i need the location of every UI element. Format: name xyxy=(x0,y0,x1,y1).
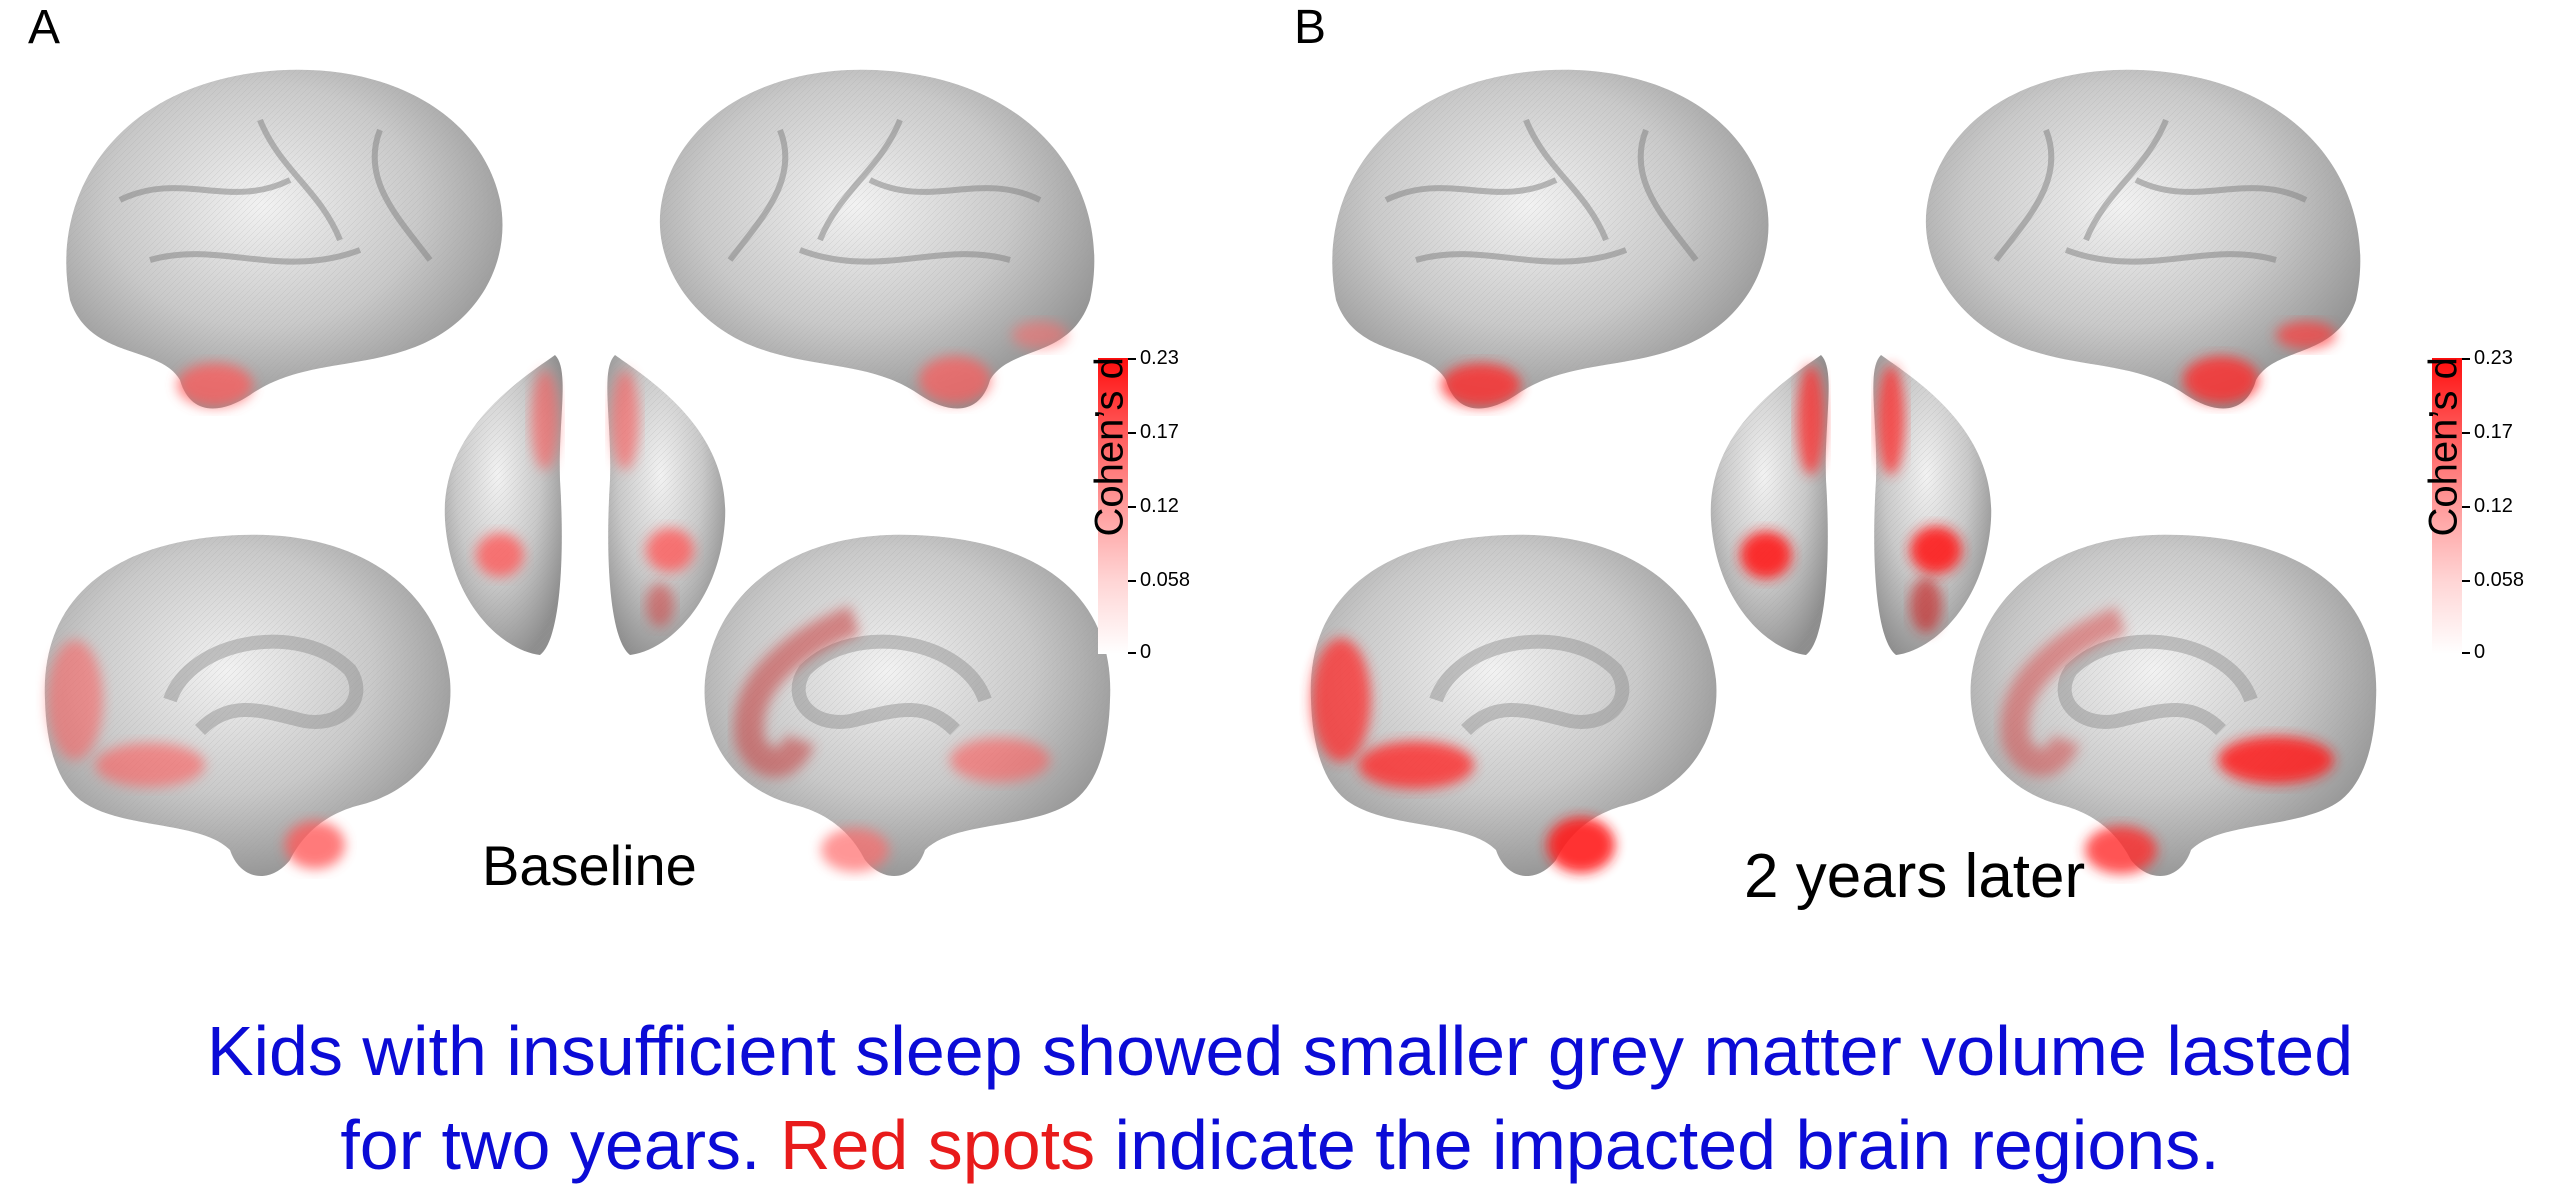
lateral-right-hemisphere xyxy=(659,69,1095,409)
colorbar-tick xyxy=(2462,580,2470,582)
colorbar-tick xyxy=(2462,432,2470,434)
colorbar-tick-label: 0.058 xyxy=(1140,569,1191,591)
medial-right-hemisphere xyxy=(704,534,1111,877)
panel-baseline: A xyxy=(0,0,1280,960)
panel-letter: A xyxy=(28,1,61,54)
colorbar-tick-label: 0.17 xyxy=(2474,421,2513,443)
colorbar-tick-label: 0.23 xyxy=(2474,347,2513,369)
lateral-left-hemisphere xyxy=(1332,69,1769,409)
colorbar-tick xyxy=(2462,358,2470,360)
ventral-left-hemisphere xyxy=(1710,355,1829,655)
caption-line-2-start: for two years. xyxy=(340,1106,780,1184)
condition-label: Baseline xyxy=(482,834,697,897)
colorbar-tick-label: 0.12 xyxy=(2474,495,2513,517)
colorbar: 0.23 0.17 0.12 0.058 0 Cohen’s d xyxy=(2422,348,2552,662)
colorbar-title: Cohen’s d xyxy=(1087,357,1132,537)
panel-two-years-later: B xyxy=(1294,0,2560,960)
brain-renderings xyxy=(1310,69,2377,877)
colorbar-tick-label: 0.17 xyxy=(1140,421,1179,443)
caption-line-2-end: indicate the impacted brain regions. xyxy=(1095,1106,2220,1184)
ventral-right-hemisphere xyxy=(607,355,726,655)
colorbar-title: Cohen’s d xyxy=(2421,357,2466,537)
caption-highlight: Red spots xyxy=(779,1106,1096,1184)
colorbar-tick xyxy=(2462,506,2470,508)
panel-letter: B xyxy=(1294,1,1327,54)
colorbar-tick xyxy=(1128,652,1136,654)
medial-left-hemisphere xyxy=(1310,534,1717,877)
colorbar-tick-label: 0 xyxy=(1140,641,1152,663)
colorbar-tick xyxy=(1128,580,1136,582)
colorbar-tick-label: 0.12 xyxy=(1140,495,1179,517)
medial-left-hemisphere xyxy=(44,534,451,877)
medial-right-hemisphere xyxy=(1970,534,2377,877)
figure-caption: Kids with insufficient sleep showed smal… xyxy=(0,1004,2560,1192)
colorbar-tick xyxy=(1128,432,1136,434)
colorbar-gradient xyxy=(1098,358,1128,654)
colorbar-tick-label: 0.058 xyxy=(2474,569,2525,591)
colorbar-tick-label: 0.23 xyxy=(1140,347,1179,369)
lateral-left-hemisphere xyxy=(66,69,503,409)
caption-line-1: Kids with insufficient sleep showed smal… xyxy=(206,1012,2354,1090)
ventral-right-hemisphere xyxy=(1873,355,1992,655)
caption-line-2: for two years. Red spots indicate the im… xyxy=(0,1098,2560,1192)
colorbar-tick xyxy=(2462,652,2470,654)
brain-renderings xyxy=(44,69,1111,877)
colorbar-gradient xyxy=(2432,358,2462,654)
ventral-left-hemisphere xyxy=(444,355,563,655)
lateral-right-hemisphere xyxy=(1925,69,2361,409)
colorbar: 0.23 0.17 0.12 0.058 0 Cohen’s d xyxy=(1088,348,1218,662)
colorbar-tick xyxy=(1128,506,1136,508)
colorbar-tick-label: 0 xyxy=(2474,641,2486,663)
condition-label: 2 years later xyxy=(1744,842,2086,911)
colorbar-tick xyxy=(1128,358,1136,360)
